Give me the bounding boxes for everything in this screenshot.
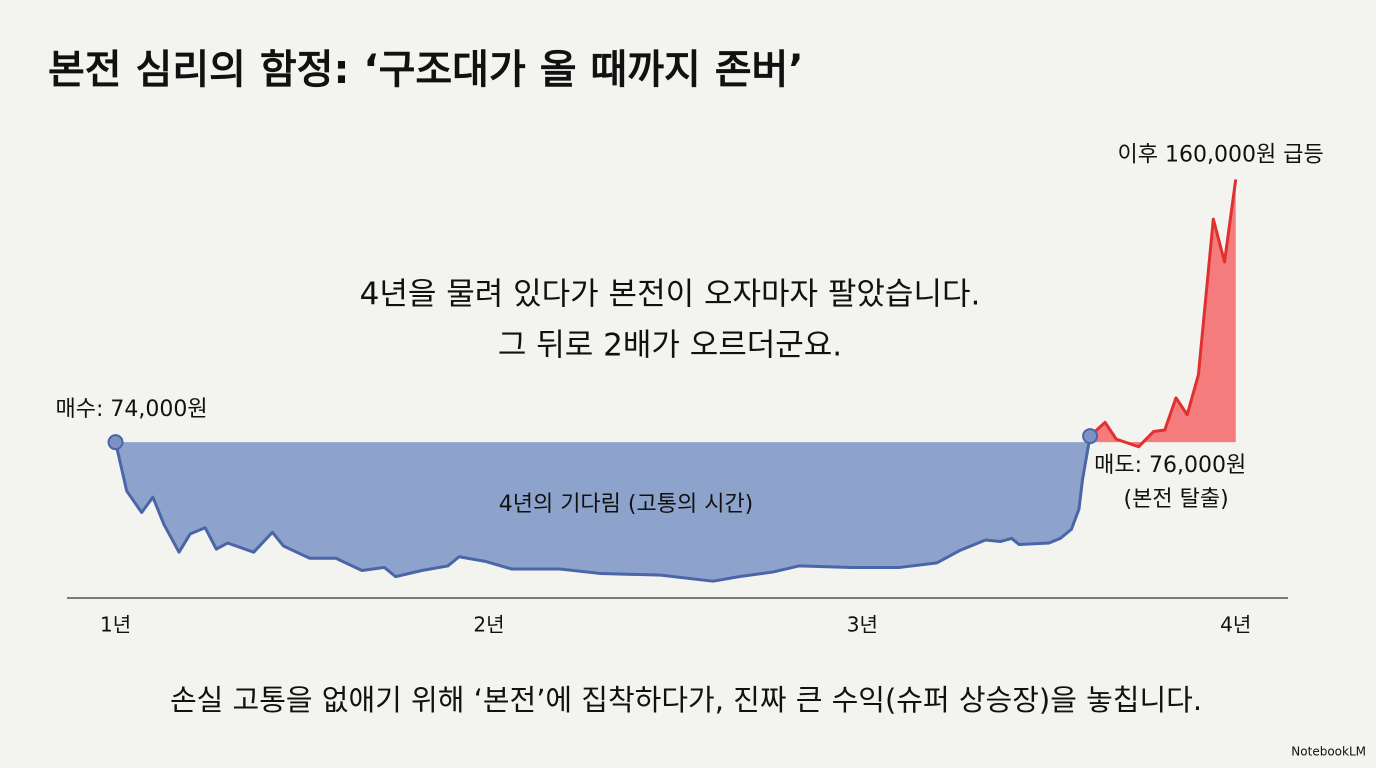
line <box>114 435 1092 583</box>
quote: 4년을 물려 있다가 본전이 오자마자 팔았습니다. <box>360 277 981 313</box>
quote: 그 뒤로 2배가 오르더군요. <box>498 328 842 364</box>
annotation: 4년의 기다림 (고통의 시간) <box>499 492 754 517</box>
x-tick-label: 4년 <box>1220 613 1251 637</box>
x-tick-label: 1년 <box>100 613 131 637</box>
x-tick-label: 3년 <box>847 613 878 637</box>
point <box>107 434 124 451</box>
line <box>1089 179 1238 449</box>
point <box>1082 428 1099 445</box>
chart-title: 본전 심리의 함정: ‘구조대가 올 때까지 존버’ <box>48 47 804 93</box>
annotation: 이후 160,000원 급등 <box>1118 142 1324 167</box>
annotation: (본전 탈출) <box>1124 487 1229 512</box>
area <box>1090 179 1236 447</box>
annotation: 매수: 74,000원 <box>56 397 208 422</box>
brand: NotebookLM <box>1291 745 1366 759</box>
caption: 손실 고통을 없애기 위해 ‘본전’에 집착하다가, 진짜 큰 수익(슈퍼 상승… <box>170 683 1202 717</box>
annotation: 매도: 76,000원 <box>1094 453 1246 478</box>
x-tick-label: 2년 <box>473 613 504 637</box>
area <box>115 436 1091 582</box>
